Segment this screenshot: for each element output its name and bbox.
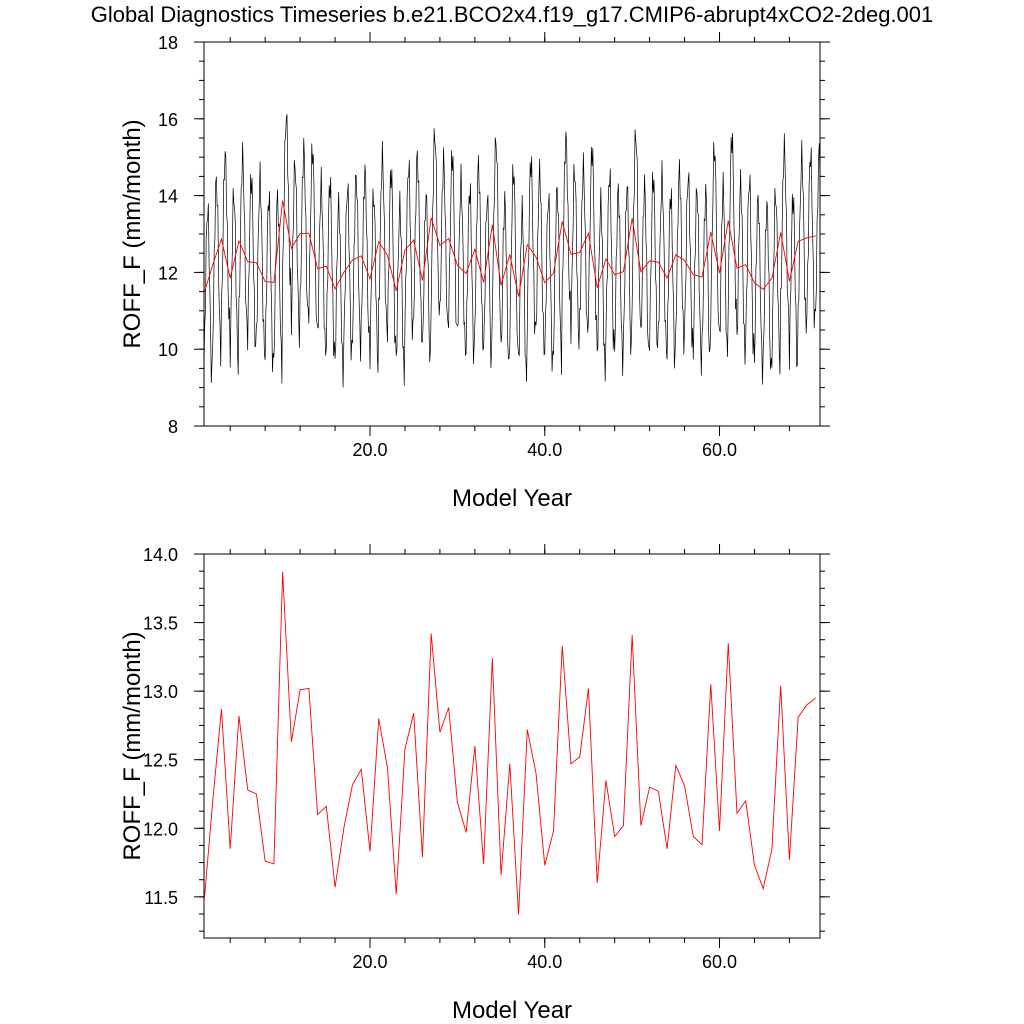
y-tick-label: 14 (158, 187, 178, 207)
series-line-annual (204, 571, 816, 915)
series-group (204, 571, 816, 915)
x-tick-label: 60.0 (702, 440, 737, 460)
x-tick-label: 20.0 (352, 440, 387, 460)
x-axis-label: Model Year (452, 485, 572, 512)
y-tick-label: 13.0 (143, 682, 178, 702)
x-tick-label: 40.0 (527, 952, 562, 972)
y-tick-label: 12.5 (143, 751, 178, 771)
x-tick-label: 20.0 (352, 952, 387, 972)
series-group (204, 114, 820, 388)
y-tick-label: 14.0 (143, 545, 178, 565)
chart-panel-1: 8 10 12 14 16 18 20.0 40.0 60.0 Model Year ROFF_F … (119, 32, 830, 512)
x-axis-label: Model Year (452, 997, 572, 1024)
plot-frame (203, 553, 821, 939)
y-tick-label: 13.5 (143, 614, 178, 634)
y-tick-label: 18 (158, 33, 178, 53)
chart-panel-2: 11.5 12.0 12.5 13.0 13.5 14.0 20.0 40.0 60.0 Mode… (119, 544, 830, 1024)
series-line-monthly (204, 114, 820, 388)
x-tick-label: 40.0 (527, 440, 562, 460)
y-tick-label: 11.5 (144, 888, 178, 908)
y-tick-label: 12 (158, 263, 178, 283)
x-tick-label: 60.0 (702, 952, 737, 972)
y-tick-label: 12.0 (143, 819, 178, 839)
y-tick-label: 10 (158, 340, 178, 360)
series-line-annual (204, 200, 816, 297)
y-tick-label: 16 (158, 110, 178, 130)
figure-title: Global Diagnostics Timeseries b.e21.BCO2… (90, 2, 934, 27)
y-tick-label: 8 (168, 417, 178, 437)
y-axis-label: ROFF_F (mm/month) (119, 631, 146, 860)
y-axis-label: ROFF_F (mm/month) (119, 119, 146, 348)
